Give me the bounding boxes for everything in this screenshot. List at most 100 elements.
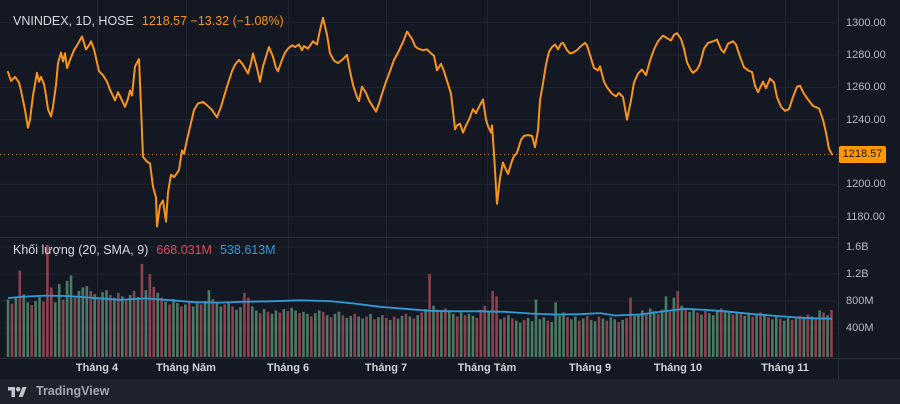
volume-bar [400,315,404,357]
volume-bar [136,296,140,357]
volume-bar [381,315,384,357]
volume-bar [6,299,10,357]
volume-bar [211,298,215,357]
volume-bar [203,301,207,357]
volume-bar [290,307,293,357]
volume-bar [696,312,699,357]
volume-bar [503,317,506,357]
volume-bar [644,313,648,357]
symbol-legend: VNINDEX, 1D, HOSE 1218.57 −13.32 (−1.08%) [13,14,284,28]
volume-bar [495,296,498,357]
volume-bar [534,299,538,357]
time-axis-month-label: Tháng 9 [568,362,612,374]
volume-bar [14,297,18,358]
volume-bar [314,313,317,357]
time-axis-month-label: Tháng 7 [364,362,408,374]
volume-bar [751,316,754,357]
volume-bar [585,315,589,357]
volume-bar [38,296,41,357]
volume-ma-line [7,294,833,320]
volume-bar [664,296,668,357]
volume-bar [57,284,61,358]
volume-bar [743,315,747,357]
volume-bar [798,315,802,357]
volume-bar [451,313,455,357]
volume-bar [672,297,676,358]
volume-bar [388,319,392,357]
tradingview-link[interactable]: TradingView [8,384,109,398]
volume-bar [294,310,297,357]
volume-bar [187,301,191,357]
volume-bar [384,317,388,358]
volume-bar [538,319,542,357]
volume-axis-tick: 400M [846,322,874,334]
volume-bar [526,317,530,358]
volume-bar [715,311,719,358]
time-axis-month-label: Tháng Tám [457,362,517,374]
time-axis[interactable]: Tháng 4 Tháng Năm Tháng 6 Tháng 7 Tháng Tám T… [0,358,900,379]
volume-bar [609,317,613,357]
volume-bar [310,316,313,357]
volume-bar [298,313,301,357]
volume-bar [30,305,33,357]
chart-canvas[interactable] [0,0,838,358]
volume-bar [558,315,561,357]
volume-bar [101,292,104,357]
volume-bar [329,317,333,357]
axis-separator [838,0,839,379]
volume-bar [148,274,152,357]
volume-bar [184,304,187,358]
volume-bar [93,294,96,357]
volume-bar [420,312,423,357]
volume-bar [676,290,680,358]
volume-bar [822,312,825,357]
volume-bar [152,286,156,357]
volume-bar [566,317,569,357]
volume-bar [605,320,609,357]
tradingview-label: TradingView [36,384,110,398]
volume-bar [392,316,396,357]
volume-bar [455,316,459,357]
volume-bar [641,310,644,357]
volume-bar [511,318,514,357]
volume-bar [814,319,817,357]
volume-bar [692,309,695,357]
volume-bar [144,290,148,357]
volume-bar [562,312,565,357]
volume-bar [195,303,199,357]
price-axis[interactable]: 1218.57 1300.00 1280.00 1260.00 1240.00 1200… [839,0,900,358]
volume-bar [660,309,664,357]
price-axis-tick: 1180.00 [846,210,885,223]
volume-bar [621,319,624,357]
volume-bar [77,290,81,358]
volume-bar [69,275,73,357]
volume-bar [830,309,833,357]
volume-bar [578,320,581,357]
volume-bar [282,309,286,357]
volume-bar [22,294,26,357]
volume-bar [302,311,305,357]
price-axis-tick: 1260.00 [846,81,886,94]
volume-bar [50,287,53,357]
volume-bar [117,292,120,357]
volume-bar [684,309,687,357]
volume-bar [408,316,412,357]
volume-bar [629,297,632,358]
volume-bar [404,313,408,357]
price-axis-tick: 1280.00 [846,49,886,62]
tradingview-logo-icon [8,385,30,398]
volume-bar [247,297,250,358]
volume-bar [239,307,242,357]
volume-bar [286,311,290,358]
volume-bar [786,317,790,358]
volume-bar [731,314,735,357]
volume-bar [581,318,585,357]
volume-bar [601,318,605,357]
chart-plot[interactable] [0,0,838,358]
volume-bar [475,317,479,358]
volume-bar [704,311,707,358]
symbol-title: VNINDEX, 1D, HOSE [13,14,134,28]
volume-bar [34,301,37,357]
volume-bar [432,305,435,357]
volume-bar [570,319,573,357]
